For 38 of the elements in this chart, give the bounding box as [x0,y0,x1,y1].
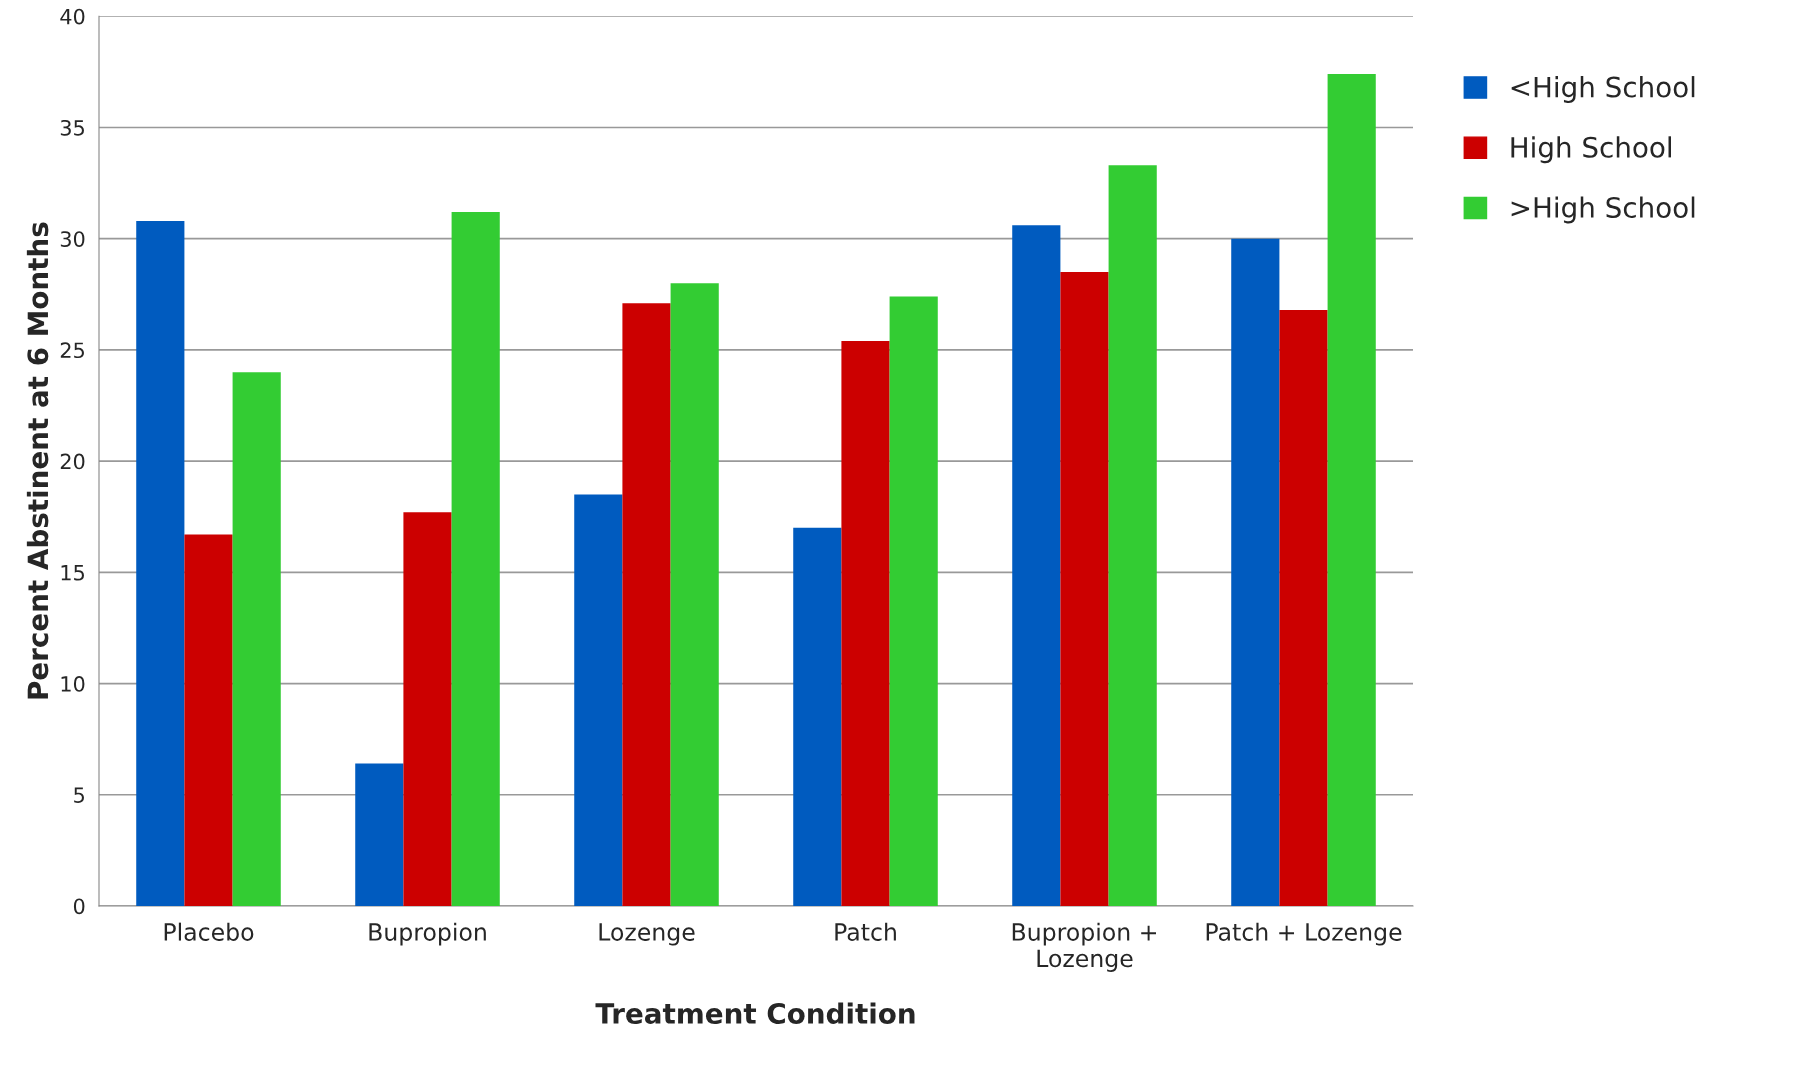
y-tick-label: 25 [60,342,84,359]
x-tick-label: Placebo [164,922,254,941]
y-tick-label: 35 [60,119,84,136]
legend-label: High School [1511,136,1672,164]
bar [889,296,938,906]
bar [622,303,671,906]
x-tick-label: Bupropion + Lozenge [1012,922,1156,972]
x-tick-label: Patch [835,922,896,941]
x-tick-label: Patch + Lozenge [1206,922,1402,946]
bar [670,283,719,906]
x-tick-label: Bupropion [369,922,486,946]
y-axis-title: Percent Abstinent at 6 Months [26,222,49,699]
bar [1231,238,1280,906]
bar [1108,165,1157,906]
legend-label: <High School [1511,76,1695,103]
y-tick-label: 15 [61,565,84,581]
bar [1012,225,1061,906]
y-tick-label: 20 [60,453,85,470]
y-tick-label: 30 [60,231,85,247]
bar [403,512,452,906]
x-axis-title: Treatment Condition [595,1002,915,1024]
y-tick-label: 10 [61,676,85,692]
bar [574,494,623,906]
y-tick-label: 0 [73,898,85,915]
bar [1279,309,1328,906]
legend-label: >High School [1511,196,1695,224]
bar [136,220,185,906]
x-tick-label: Lozenge [599,923,695,946]
bar [793,527,842,906]
bar [355,763,404,906]
bar [1060,272,1109,906]
bar [184,534,233,906]
bar [1327,74,1376,906]
bar [841,341,890,906]
bar [451,212,500,906]
bar [232,372,281,906]
y-tick-label: 40 [60,8,85,25]
y-tick-label: 5 [74,787,84,803]
